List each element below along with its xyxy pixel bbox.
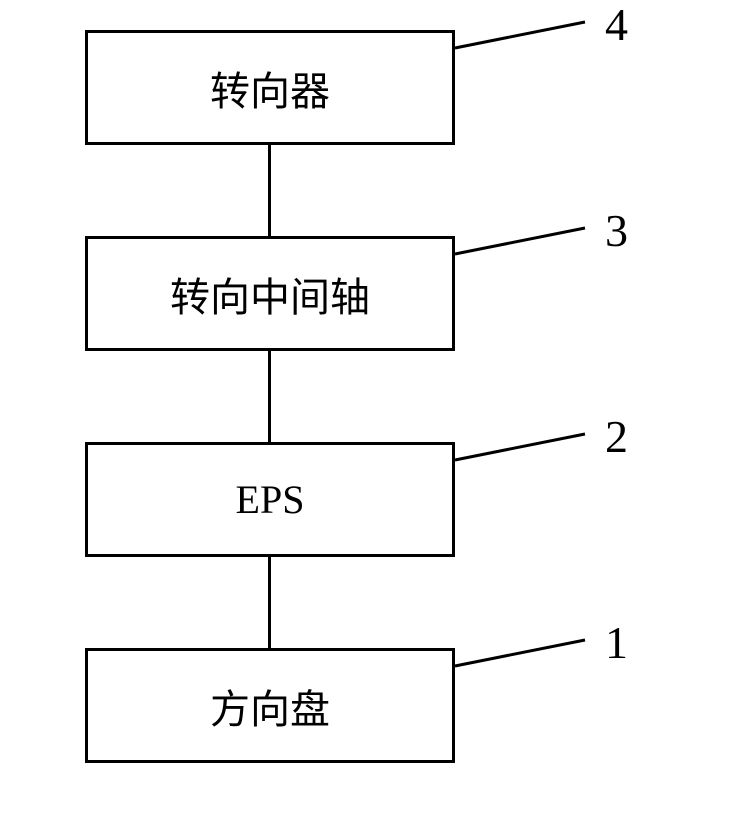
- connector-line: [268, 351, 271, 442]
- ref-label-4: 4: [605, 0, 628, 51]
- node-intermediate-shaft: 转向中间轴: [85, 236, 455, 351]
- ref-number: 1: [605, 617, 628, 668]
- ref-label-3: 3: [605, 204, 628, 257]
- ref-label-2: 2: [605, 410, 628, 463]
- connector-line: [268, 557, 271, 648]
- node-label: 方向盘: [210, 677, 330, 735]
- node-steering-gear: 转向器: [85, 30, 455, 145]
- node-eps: EPS: [85, 442, 455, 557]
- connector-line: [268, 145, 271, 236]
- node-label: 转向中间轴: [170, 265, 370, 323]
- ref-number: 3: [605, 205, 628, 256]
- node-label: 转向器: [210, 59, 330, 117]
- ref-number: 4: [605, 0, 628, 50]
- node-steering-wheel: 方向盘: [85, 648, 455, 763]
- node-label: EPS: [236, 476, 305, 523]
- ref-label-1: 1: [605, 616, 628, 669]
- ref-number: 2: [605, 411, 628, 462]
